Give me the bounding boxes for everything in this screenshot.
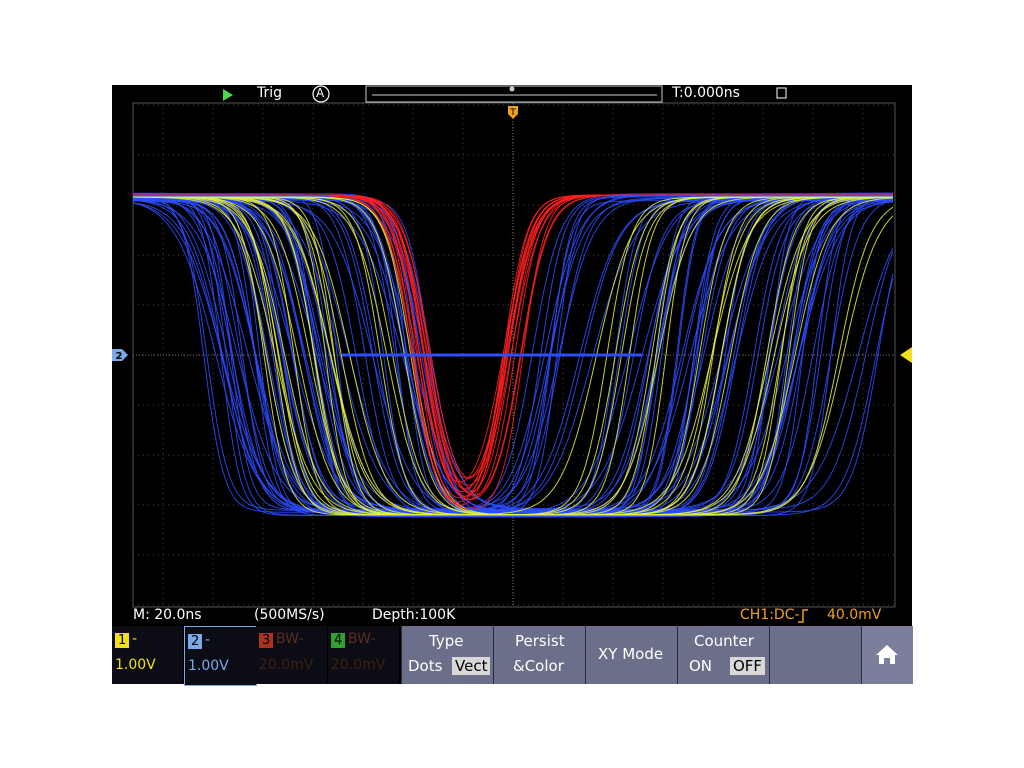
menu-label: Type xyxy=(429,632,464,650)
oscilloscope-screen: T 2 Trig A T:0.000ns M: 20.0ns (500MS/s)… xyxy=(112,85,913,686)
channel-number: 2 xyxy=(188,634,203,649)
trace xyxy=(133,198,893,516)
trace xyxy=(133,197,893,517)
channel-number: 4 xyxy=(331,633,346,648)
edge-icon xyxy=(798,609,808,623)
channel-number: 1 xyxy=(115,633,130,648)
menu-empty xyxy=(769,626,861,684)
menu-label: &Color xyxy=(513,657,564,675)
sample-rate: (500MS/s) xyxy=(254,607,325,623)
channel-number: 3 xyxy=(259,633,274,648)
channel-mode: - xyxy=(132,631,138,647)
home-button[interactable] xyxy=(861,626,913,684)
type-menu[interactable]: Type Dots Vect xyxy=(401,626,493,684)
counter-menu[interactable]: Counter ON OFF xyxy=(677,626,769,684)
persist-menu[interactable]: Persist &Color xyxy=(493,626,585,684)
trace xyxy=(133,194,893,499)
trigger-marker-label: T xyxy=(509,108,516,118)
channel-scale: 20.0mV xyxy=(259,657,314,673)
lock-icon xyxy=(776,87,787,99)
memory-bar xyxy=(365,85,663,103)
channel-scale: 20.0mV xyxy=(331,657,386,673)
xy-menu[interactable]: XY Mode xyxy=(585,626,677,684)
channel-scale: 1.00V xyxy=(115,657,156,673)
trigger-marker xyxy=(508,106,518,119)
menu-label: XY Mode xyxy=(598,645,664,663)
display: T 2 xyxy=(112,85,912,623)
menu-label: Persist xyxy=(515,632,565,650)
menu-label: Counter xyxy=(694,632,754,650)
channel-marker xyxy=(112,349,128,361)
run-icon xyxy=(223,89,233,101)
trace xyxy=(133,196,893,516)
time-offset: T:0.000ns xyxy=(672,85,740,101)
trigger-info: CH1:DC- xyxy=(740,607,800,623)
memory-pos xyxy=(509,86,515,92)
depth: Depth:100K xyxy=(372,607,456,623)
waveform xyxy=(132,192,894,518)
menu-option: Dots xyxy=(408,657,443,675)
menu-option: ON xyxy=(689,657,713,675)
channel-mode: - xyxy=(205,632,211,648)
trigger-source: A xyxy=(316,86,325,100)
channel-button[interactable]: 4 BW- 20.0mV xyxy=(328,626,399,684)
menu-option-selected: Vect xyxy=(452,657,491,675)
channel-button[interactable]: 3 BW- 20.0mV xyxy=(256,626,327,684)
channel-mode: BW- xyxy=(348,631,376,647)
menu-option-selected: OFF xyxy=(730,657,766,675)
trigger-level: 40.0mV xyxy=(827,607,882,623)
timebase: M: 20.0ns xyxy=(133,607,202,623)
trace xyxy=(133,198,893,516)
trigger-level-marker xyxy=(900,347,912,363)
channel-button[interactable]: 1- 1.00V xyxy=(112,626,183,684)
home-icon xyxy=(876,645,898,664)
channel-mode: BW- xyxy=(276,631,304,647)
channel-scale: 1.00V xyxy=(188,658,229,674)
channel-marker-label: 2 xyxy=(116,351,123,362)
channel-button[interactable]: 2- 1.00V xyxy=(184,626,257,686)
trigger-status: Trig xyxy=(257,85,283,101)
trace xyxy=(133,197,893,517)
source-circle xyxy=(312,85,330,103)
